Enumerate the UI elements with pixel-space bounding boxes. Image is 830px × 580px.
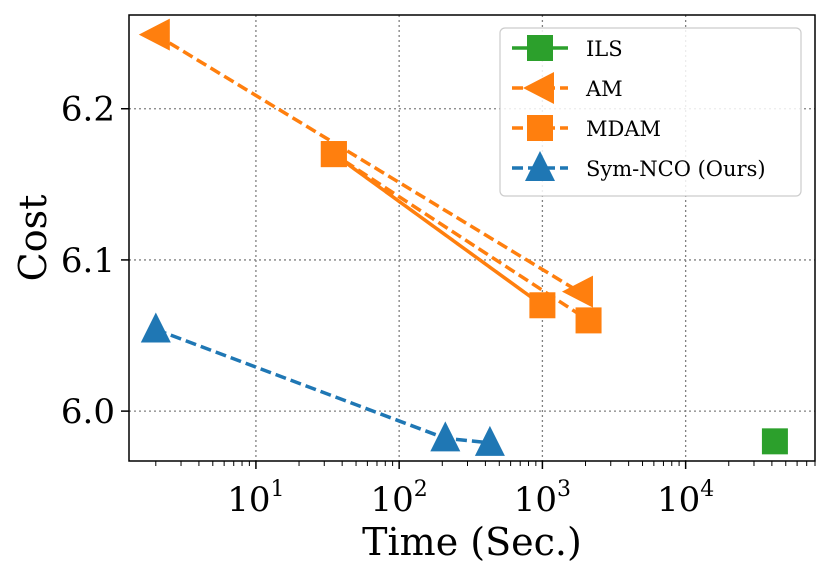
plot-frame [128, 14, 816, 462]
legend-label-mdam: MDAM [586, 117, 661, 141]
legend-label-ils: ILS [586, 37, 623, 61]
y-tick-label: 6.2 [61, 90, 115, 130]
data-point-ils [761, 428, 788, 455]
data-point-mdam [575, 307, 602, 334]
data-point-mdam [529, 292, 556, 319]
x-tick-label: 104 [657, 477, 714, 520]
data-point-am [138, 18, 170, 51]
legend-marker-ils [527, 35, 553, 61]
legend-label-sym-nco-ours: Sym-NCO (Ours) [586, 157, 766, 181]
x-tick-label: 102 [371, 477, 428, 520]
legend-box [499, 27, 802, 197]
x-tick-label: 103 [514, 477, 571, 520]
data-point-sym-nco-ours [140, 312, 171, 343]
data-point-sym-nco-ours [474, 425, 505, 456]
series-line-am [154, 33, 580, 294]
y-tick-label: 6.1 [61, 241, 115, 281]
series-markers [138, 18, 788, 456]
y-axis-label: Cost [11, 195, 55, 282]
y-tick-label: 6.0 [61, 392, 115, 432]
series-line-mdam [332, 152, 590, 322]
y-axis-ticks: 6.0 6.1 6.2 [61, 90, 129, 432]
legend-marker-sym-nco-ours [525, 151, 555, 181]
legend-marker-am [523, 72, 554, 104]
x-tick-label: 101 [227, 477, 284, 520]
x-axis-label: Time (Sec.) [362, 520, 582, 564]
data-point-mdam [320, 141, 347, 168]
legend: ILS AM MDAM Sym-NCO (Ours) [499, 27, 802, 197]
data-point-sym-nco-ours [430, 421, 461, 452]
series-line-sym-nco-ours [155, 327, 491, 445]
legend-marker-mdam [527, 115, 553, 141]
data-point-am [561, 275, 593, 308]
legend-label-am: AM [585, 77, 623, 101]
x-axis-ticks: 101 102 103 104 [155, 461, 816, 520]
